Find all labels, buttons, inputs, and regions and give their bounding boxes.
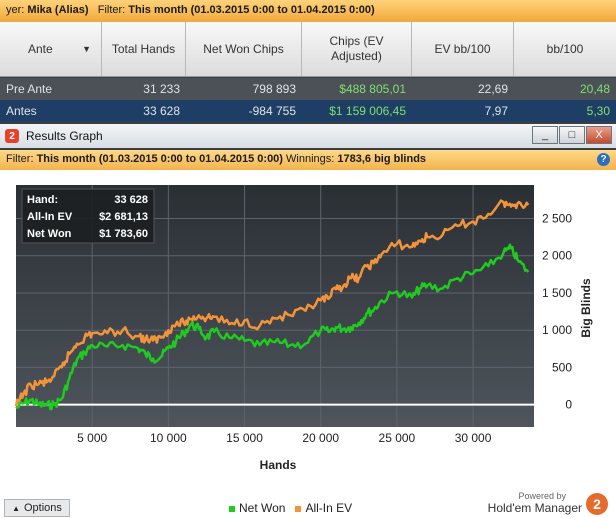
- y-tick-label: 1 500: [542, 286, 572, 300]
- legend-item-net-won[interactable]: Net Won: [229, 501, 285, 515]
- table-row[interactable]: Antes 33 628 -984 755 $1 159 006,45 7,97…: [0, 100, 616, 122]
- table-cell: $1 159 006,45: [329, 104, 406, 118]
- allin-ev-series-line: [14, 199, 530, 407]
- chart-legend: Net Won All-In EV: [229, 501, 352, 515]
- powered-by-text: Powered by: [518, 491, 566, 501]
- x-tick-label: 20 000: [302, 431, 339, 445]
- dropdown-arrow-icon[interactable]: ▼: [82, 43, 91, 54]
- y-axis-label: Big Blinds: [579, 278, 593, 338]
- winnings-label: Winnings:: [286, 153, 335, 165]
- maximize-button[interactable]: □: [559, 126, 585, 144]
- results-chart: 5 000 10 000 15 000 20 000 25 000 30 000 0 500 1…: [14, 185, 593, 472]
- player-filter-bar: yer: Mika (Alias) Filter: This month (01…: [0, 0, 616, 22]
- column-header-chips-ev-adjusted[interactable]: Chips (EV Adjusted): [302, 22, 412, 76]
- net-won-series-line: [15, 243, 530, 411]
- up-arrow-icon: ▲: [12, 503, 20, 513]
- stats-table-header: Ante ▼ Total Hands Net Won Chips Chips (…: [0, 22, 616, 77]
- table-cell: 20,48: [579, 82, 610, 96]
- info-net-won-label: Net Won: [27, 228, 72, 240]
- column-header-net-won-chips[interactable]: Net Won Chips: [186, 22, 302, 76]
- window-title: Results Graph: [26, 129, 103, 143]
- holdem-manager-logo: 2: [586, 493, 608, 515]
- filter-value[interactable]: This month (01.03.2015 0:00 to 01.04.201…: [128, 4, 375, 16]
- legend-swatch: [229, 505, 235, 512]
- info-allin-ev-value: $2 681,13: [99, 211, 148, 223]
- help-icon[interactable]: ?: [597, 153, 610, 166]
- table-cell: 33 628: [143, 104, 180, 118]
- close-button[interactable]: X: [586, 126, 612, 144]
- table-cell: 22,69: [477, 82, 508, 96]
- table-cell: Pre Ante: [6, 82, 53, 96]
- table-cell: 5,30: [586, 104, 610, 118]
- table-cell: 7,97: [484, 104, 508, 118]
- x-tick-label: 10 000: [150, 431, 187, 445]
- hover-info-box: Hand: 33 628 All-In EV $2 681,13 Net Won…: [21, 188, 155, 244]
- y-tick-label: 2 000: [542, 249, 572, 263]
- y-tick-label: 2 500: [542, 212, 572, 226]
- results-graph-titlebar[interactable]: 2 Results Graph _ □ X: [0, 124, 616, 148]
- table-cell: 31 233: [143, 82, 180, 96]
- x-tick-label: 30 000: [455, 431, 492, 445]
- table-row[interactable]: Pre Ante 31 233 798 893 $488 805,01 22,6…: [0, 78, 616, 100]
- x-tick-label: 15 000: [226, 431, 263, 445]
- brand-name: Hold'em Manager: [487, 501, 582, 515]
- column-header-bb100[interactable]: bb/100: [546, 41, 584, 56]
- y-tick-label: 0: [565, 398, 572, 412]
- table-cell: Antes: [6, 104, 37, 118]
- options-button[interactable]: ▲ Options: [4, 499, 70, 517]
- minimize-button[interactable]: _: [532, 126, 558, 144]
- legend-swatch: [295, 505, 302, 512]
- column-header-total-hands[interactable]: Total Hands: [102, 22, 186, 76]
- graph-filter-value[interactable]: This month (01.03.2015 0:00 to 01.04.201…: [36, 153, 283, 165]
- player-prefix: yer:: [6, 4, 25, 16]
- legend-item-allin-ev[interactable]: All-In EV: [295, 501, 352, 515]
- info-allin-ev-label: All-In EV: [27, 211, 73, 223]
- holdem-manager-app-icon: 2: [5, 129, 19, 143]
- y-tick-label: 1 000: [542, 323, 572, 337]
- options-label: Options: [24, 502, 62, 514]
- x-axis-label: Hands: [260, 458, 297, 472]
- filter-label: Filter:: [97, 4, 126, 16]
- column-header-ante[interactable]: Ante ▼: [0, 22, 102, 76]
- column-header-ev-bb100[interactable]: EV bb/100: [412, 22, 514, 76]
- info-hand-value: 33 628: [114, 194, 148, 206]
- graph-filter-bar: Filter: This month (01.03.2015 0:00 to 0…: [0, 150, 616, 170]
- winnings-value: 1783,6 big blinds: [337, 153, 427, 165]
- y-tick-label: 500: [552, 360, 572, 374]
- powered-by-brand: Powered by Hold'em Manager 2: [470, 490, 610, 518]
- info-hand-label: Hand:: [27, 194, 58, 206]
- results-graph-area: 5 000 10 000 15 000 20 000 25 000 30 000 0 500 1…: [0, 170, 616, 518]
- player-name[interactable]: Mika (Alias): [27, 4, 89, 16]
- graph-filter-label: Filter:: [6, 153, 34, 165]
- x-tick-label: 5 000: [77, 431, 107, 445]
- table-cell: 798 893: [252, 82, 296, 96]
- x-tick-label: 25 000: [379, 431, 416, 445]
- info-net-won-value: $1 783,60: [99, 228, 148, 240]
- table-cell: $488 805,01: [339, 82, 406, 96]
- table-cell: -984 755: [248, 104, 296, 118]
